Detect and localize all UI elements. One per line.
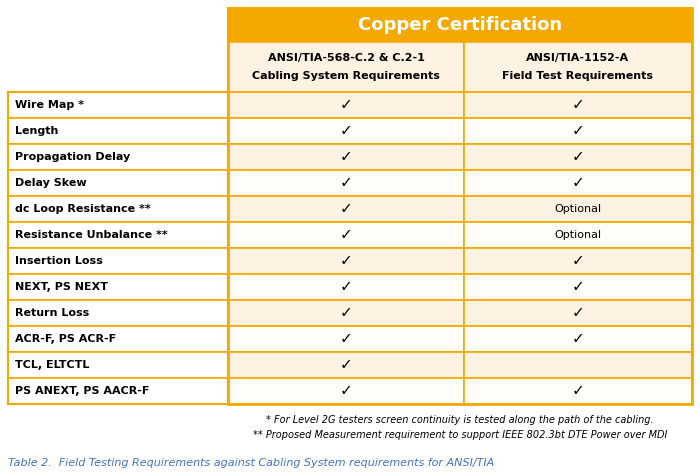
Bar: [464, 378, 692, 404]
Text: dc Loop Resistance **: dc Loop Resistance **: [15, 204, 150, 214]
Bar: [228, 92, 464, 118]
Text: ✓: ✓: [572, 98, 584, 112]
Text: ✓: ✓: [572, 306, 584, 320]
Bar: [464, 170, 692, 196]
Text: Return Loss: Return Loss: [15, 308, 90, 318]
Text: Propagation Delay: Propagation Delay: [15, 152, 130, 162]
Bar: [8, 378, 228, 404]
Bar: [228, 8, 692, 404]
Text: Delay Skew: Delay Skew: [15, 178, 87, 188]
Text: ✓: ✓: [340, 306, 352, 320]
Text: ✓: ✓: [340, 279, 352, 295]
Bar: [228, 378, 464, 404]
Bar: [8, 196, 228, 222]
Bar: [8, 274, 228, 300]
Text: Insertion Loss: Insertion Loss: [15, 256, 103, 266]
Bar: [228, 274, 464, 300]
Text: Field Test Requirements: Field Test Requirements: [503, 71, 654, 81]
Bar: [464, 222, 692, 248]
Text: Cabling System Requirements: Cabling System Requirements: [252, 71, 440, 81]
Text: Resistance Unbalance **: Resistance Unbalance **: [15, 230, 168, 240]
Bar: [8, 144, 228, 170]
Text: Table 2.  Field Testing Requirements against Cabling System requirements for ANS: Table 2. Field Testing Requirements agai…: [8, 458, 494, 468]
Bar: [464, 144, 692, 170]
Bar: [228, 352, 464, 378]
Bar: [228, 8, 692, 42]
Bar: [8, 352, 228, 378]
Text: ✓: ✓: [572, 176, 584, 190]
Text: ✓: ✓: [572, 123, 584, 139]
Bar: [8, 248, 228, 274]
Bar: [8, 300, 228, 326]
Bar: [464, 248, 692, 274]
Text: ✓: ✓: [340, 123, 352, 139]
Text: NEXT, PS NEXT: NEXT, PS NEXT: [15, 282, 108, 292]
Text: ✓: ✓: [340, 384, 352, 398]
Text: ✓: ✓: [572, 331, 584, 347]
Text: ✓: ✓: [572, 279, 584, 295]
Bar: [8, 222, 228, 248]
Text: PS ANEXT, PS AACR-F: PS ANEXT, PS AACR-F: [15, 386, 149, 396]
Text: Copper Certification: Copper Certification: [358, 16, 562, 34]
Bar: [464, 118, 692, 144]
Bar: [228, 326, 464, 352]
Bar: [464, 300, 692, 326]
Bar: [464, 352, 692, 378]
Text: ANSI/TIA-568-C.2 & C.2-1: ANSI/TIA-568-C.2 & C.2-1: [267, 53, 424, 63]
Text: ** Proposed Measurement requirement to support IEEE 802.3bt DTE Power over MDI: ** Proposed Measurement requirement to s…: [253, 430, 667, 440]
Text: ✓: ✓: [340, 98, 352, 112]
Bar: [228, 222, 464, 248]
Text: ✓: ✓: [340, 228, 352, 242]
Text: ✓: ✓: [340, 149, 352, 165]
Bar: [228, 144, 464, 170]
Bar: [8, 326, 228, 352]
Text: ANSI/TIA-1152-A: ANSI/TIA-1152-A: [526, 53, 629, 63]
Bar: [228, 196, 464, 222]
Text: Length: Length: [15, 126, 58, 136]
Bar: [228, 42, 464, 92]
Bar: [228, 300, 464, 326]
Bar: [228, 248, 464, 274]
Bar: [228, 118, 464, 144]
Text: TCL, ELTCTL: TCL, ELTCTL: [15, 360, 90, 370]
Bar: [228, 170, 464, 196]
Text: ✓: ✓: [572, 254, 584, 268]
Text: ✓: ✓: [340, 176, 352, 190]
Bar: [8, 92, 228, 118]
Bar: [8, 92, 228, 404]
Bar: [8, 42, 228, 92]
Text: * For Level 2G testers screen continuity is tested along the path of the cabling: * For Level 2G testers screen continuity…: [266, 415, 654, 425]
Bar: [464, 274, 692, 300]
Text: ✓: ✓: [340, 331, 352, 347]
Bar: [8, 170, 228, 196]
Bar: [464, 92, 692, 118]
Bar: [8, 118, 228, 144]
Bar: [464, 196, 692, 222]
Text: Optional: Optional: [554, 204, 601, 214]
Text: Wire Map *: Wire Map *: [15, 100, 84, 110]
Text: ✓: ✓: [340, 201, 352, 217]
Bar: [464, 326, 692, 352]
Text: ACR-F, PS ACR-F: ACR-F, PS ACR-F: [15, 334, 116, 344]
Text: ✓: ✓: [340, 357, 352, 373]
Text: ✓: ✓: [340, 254, 352, 268]
Text: Optional: Optional: [554, 230, 601, 240]
Bar: [464, 42, 692, 92]
Text: ✓: ✓: [572, 149, 584, 165]
Text: ✓: ✓: [572, 384, 584, 398]
